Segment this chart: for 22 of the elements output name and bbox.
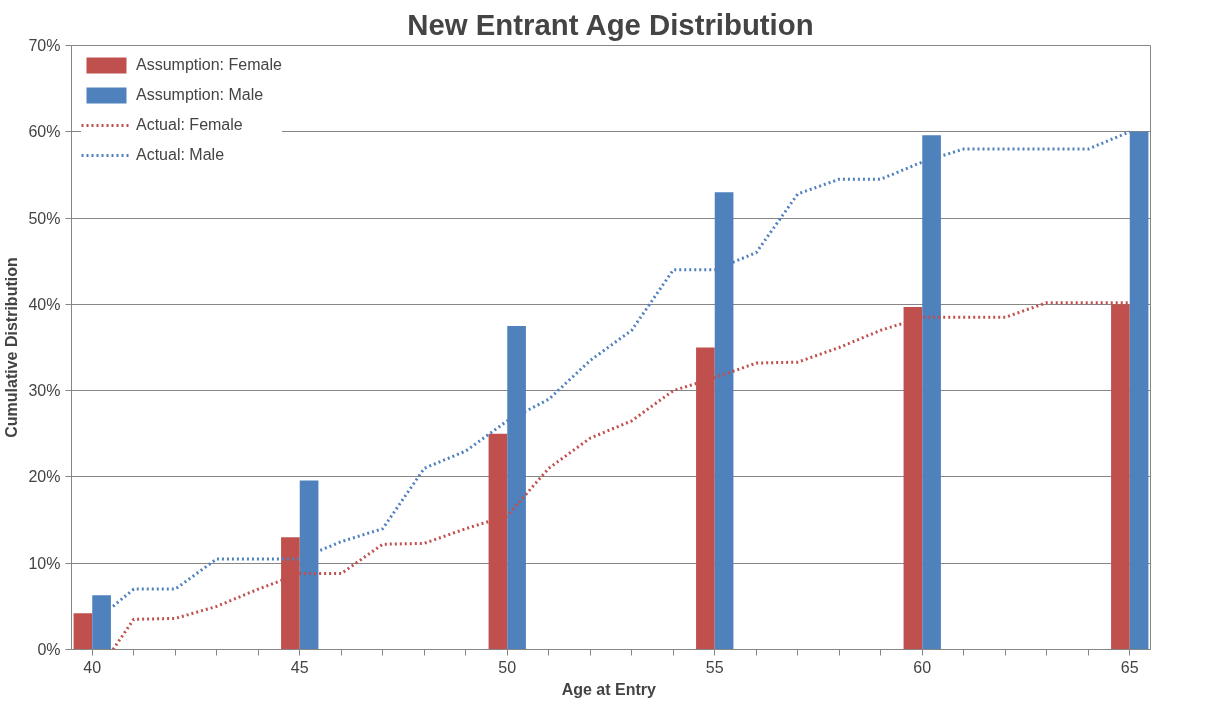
y-tick-label: 70% xyxy=(28,37,61,54)
legend-label: Actual: Female xyxy=(136,116,243,134)
x-tick-label: 65 xyxy=(1120,658,1139,676)
x-axis-title: Age at Entry xyxy=(561,680,656,698)
chart-title: New Entrant Age Distribution xyxy=(407,7,814,41)
y-tick-label: 30% xyxy=(28,382,61,400)
x-tick-label: 55 xyxy=(705,658,724,676)
y-tick-label: 60% xyxy=(28,123,61,141)
y-tick-label: 10% xyxy=(28,554,61,572)
legend-label: Assumption: Female xyxy=(136,56,282,74)
y-tick-label: 20% xyxy=(28,468,61,486)
legend-label: Assumption: Male xyxy=(136,86,264,104)
y-tick-label: 0% xyxy=(37,641,61,658)
x-tick-label: 60 xyxy=(913,658,932,676)
x-tick-label: 40 xyxy=(83,658,102,676)
y-tick-label: 40% xyxy=(28,295,61,313)
legend-label: Actual: Male xyxy=(136,146,225,164)
x-tick-label: 45 xyxy=(290,658,309,676)
x-tick-label: 50 xyxy=(498,658,517,676)
y-tick-label: 50% xyxy=(28,209,61,227)
bar xyxy=(73,613,93,650)
y-axis-title: Cumulative Distribution xyxy=(3,257,21,438)
